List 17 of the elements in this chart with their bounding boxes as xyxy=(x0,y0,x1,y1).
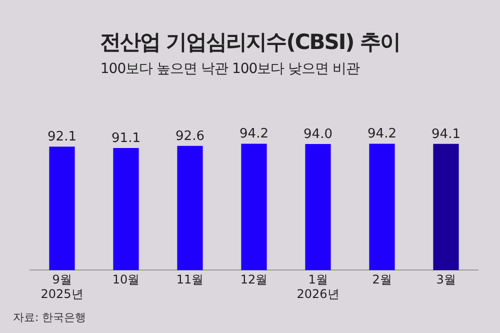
x-tick-label: 9월 2025년 xyxy=(40,272,84,301)
text: 자료: 한국은행 xyxy=(13,310,86,325)
x-tick-label: 1월 2026년 xyxy=(296,272,340,301)
chart-subtitle: 100보다 높으면 낙관 100보다 낮으면 비관 xyxy=(99,60,361,78)
x-tick-label: 11월 xyxy=(176,272,204,287)
chart-title: 전산업 기업심리지수(CBSI) 추이 xyxy=(98,29,402,56)
data-label: 94.2 xyxy=(368,126,396,142)
x-tick-label: 10월 xyxy=(112,272,140,287)
x-tick-label: 2월 xyxy=(372,272,392,287)
data-label: 94.1 xyxy=(432,126,460,142)
x-tick-label: 3월 xyxy=(436,272,456,287)
x-tick-label: 12월 xyxy=(240,272,268,287)
data-label: 94.2 xyxy=(240,126,268,142)
data-label: 92.6 xyxy=(176,128,204,144)
data-label: 91.1 xyxy=(112,130,140,146)
data-label: 94.0 xyxy=(304,126,332,142)
data-label: 92.1 xyxy=(48,129,76,144)
